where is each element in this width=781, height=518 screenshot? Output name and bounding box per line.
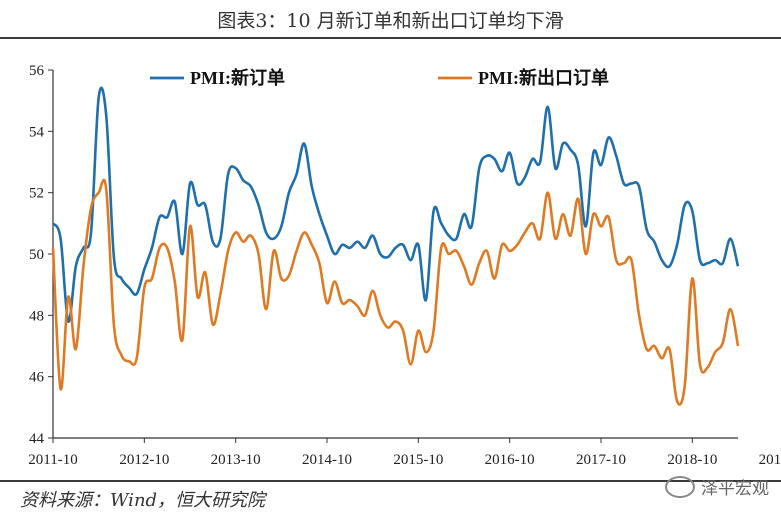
y-tick-label: 56 bbox=[29, 63, 45, 79]
watermark-text: 泽平宏观 bbox=[701, 479, 769, 499]
chart-legend: PMI:新订单 PMI:新出口订单 bbox=[150, 67, 609, 88]
legend-label: PMI:新订单 bbox=[190, 67, 285, 88]
y-tick-label: 50 bbox=[29, 247, 44, 263]
x-tick-label: 2013-10 bbox=[211, 452, 261, 468]
figure-title: 图表3：10 月新订单和新出口订单均下滑 bbox=[217, 10, 564, 32]
chart-axes: 44 46 48 50 52 54 56 2011-10 2012-10 2013-10 2014-… bbox=[28, 63, 781, 468]
y-tick-label: 44 bbox=[29, 431, 45, 447]
source-note: 资料来源：Wind，恒大研究院 bbox=[20, 490, 266, 511]
y-tick-label: 48 bbox=[29, 308, 44, 324]
series-line-new-export-orders bbox=[51, 178, 740, 406]
y-tick-label: 52 bbox=[29, 186, 44, 202]
x-tick-label: 2017-10 bbox=[576, 452, 626, 468]
watermark: 泽平宏观 bbox=[665, 474, 769, 499]
x-tick-label: 2019-10 bbox=[759, 452, 781, 468]
bottom-rule bbox=[0, 480, 781, 482]
wechat-icon bbox=[665, 475, 695, 498]
x-tick-label: 2018-10 bbox=[667, 452, 717, 468]
top-rule bbox=[0, 37, 781, 39]
y-tick-label: 46 bbox=[29, 370, 45, 386]
y-tick-label: 54 bbox=[29, 124, 45, 140]
x-tick-label: 2016-10 bbox=[485, 452, 535, 468]
x-tick-label: 2011-10 bbox=[28, 452, 77, 468]
x-tick-label: 2012-10 bbox=[119, 452, 169, 468]
x-tick-label: 2014-10 bbox=[302, 452, 352, 468]
legend-label: PMI:新出口订单 bbox=[478, 67, 609, 88]
series-layer bbox=[51, 86, 740, 406]
x-tick-label: 2015-10 bbox=[393, 452, 443, 468]
series-line-new-orders bbox=[51, 86, 740, 323]
